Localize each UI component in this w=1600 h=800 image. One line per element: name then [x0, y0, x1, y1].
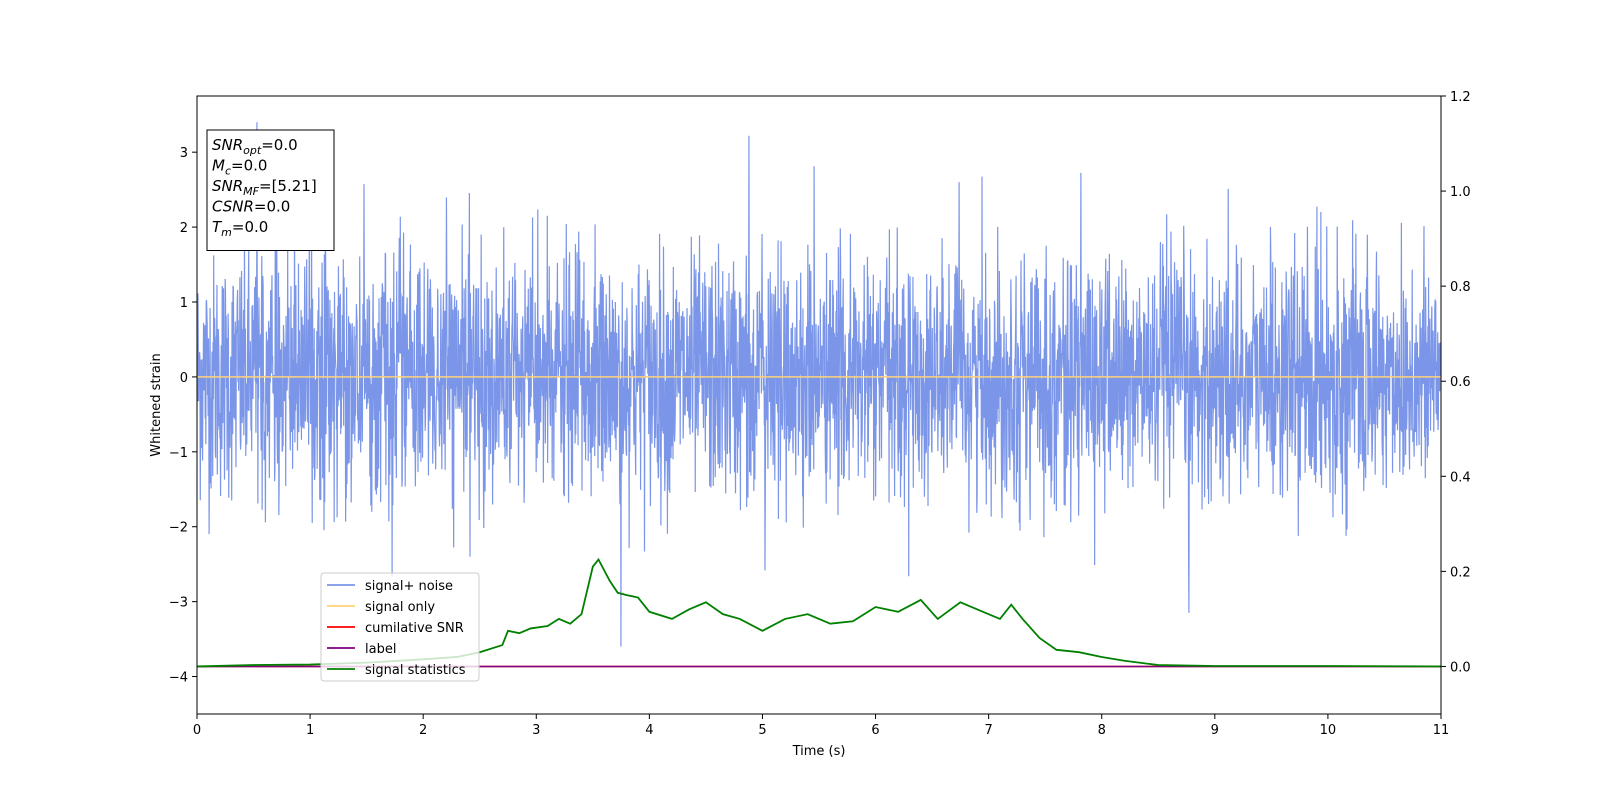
x-tick-label: 2 — [419, 723, 427, 738]
x-axis-label: Time (s) — [792, 744, 846, 759]
annotation-line: Tm=0.0 — [212, 218, 268, 239]
legend-label: signal statistics — [365, 663, 466, 678]
y-tick-label: 2 — [180, 221, 188, 236]
y-tick-label: 1 — [180, 296, 188, 311]
legend-label: label — [365, 642, 396, 657]
y-axis-right: 0.0 0.2 0.4 0.6 0.8 1.0 1.2 — [1441, 90, 1471, 675]
x-tick-label: 1 — [306, 723, 314, 738]
legend-entry: signal only — [327, 600, 435, 615]
legend-entry: signal+ noise — [327, 579, 453, 594]
y-axis-label: Whitened strain — [149, 353, 164, 456]
x-tick-label: 9 — [1211, 723, 1219, 738]
series-signal-statistics — [197, 557, 1441, 668]
series-signal-noise — [197, 122, 1441, 647]
y-tick-label: −3 — [169, 596, 188, 611]
legend-entry: signal statistics — [327, 663, 466, 678]
x-tick-label: 7 — [984, 723, 992, 738]
legend-frame — [320, 572, 480, 682]
y2-tick-label: 0.0 — [1450, 660, 1471, 675]
annotation-frame — [206, 129, 335, 251]
annotation-line: SNRMF=[5.21] — [212, 177, 317, 198]
legend-label: cumilative SNR — [365, 621, 464, 636]
y2-tick-label: 1.0 — [1450, 185, 1471, 200]
legend-label: signal+ noise — [365, 579, 453, 594]
legend-label: signal only — [365, 600, 435, 615]
y2-tick-label: 0.6 — [1450, 375, 1471, 390]
y-tick-label: −2 — [169, 521, 188, 536]
x-axis: 0 1 2 3 4 5 6 7 8 9 10 11 — [193, 714, 1449, 738]
annotation-line: CSNR=0.0 — [212, 198, 290, 216]
y-tick-label: −1 — [169, 446, 188, 461]
x-tick-label: 8 — [1098, 723, 1106, 738]
legend: signal+ noise signal only cumilative SNR la… — [320, 572, 480, 682]
x-tick-label: 10 — [1320, 723, 1337, 738]
x-tick-label: 4 — [645, 723, 653, 738]
y2-tick-label: 0.2 — [1450, 565, 1471, 580]
x-tick-label: 6 — [871, 723, 879, 738]
y-axis-left: −4 −3 −2 −1 0 1 2 3 — [169, 146, 197, 686]
x-tick-label: 0 — [193, 723, 201, 738]
y2-tick-label: 0.8 — [1450, 280, 1471, 295]
x-tick-label: 3 — [532, 723, 540, 738]
annotation-line: SNRopt=0.0 — [212, 136, 298, 157]
x-tick-label: 11 — [1433, 723, 1450, 738]
y-tick-label: −4 — [169, 671, 188, 686]
annotation-line: Mc=0.0 — [212, 157, 267, 178]
x-tick-label: 5 — [758, 723, 766, 738]
y2-tick-label: 0.4 — [1450, 470, 1471, 485]
y-tick-label: 0 — [180, 371, 188, 386]
y-tick-label: 3 — [180, 146, 188, 161]
legend-entry: cumilative SNR — [327, 621, 464, 636]
y2-tick-label: 1.2 — [1450, 90, 1471, 105]
legend-entry: label — [327, 642, 396, 657]
axes-frame — [196, 95, 1442, 715]
